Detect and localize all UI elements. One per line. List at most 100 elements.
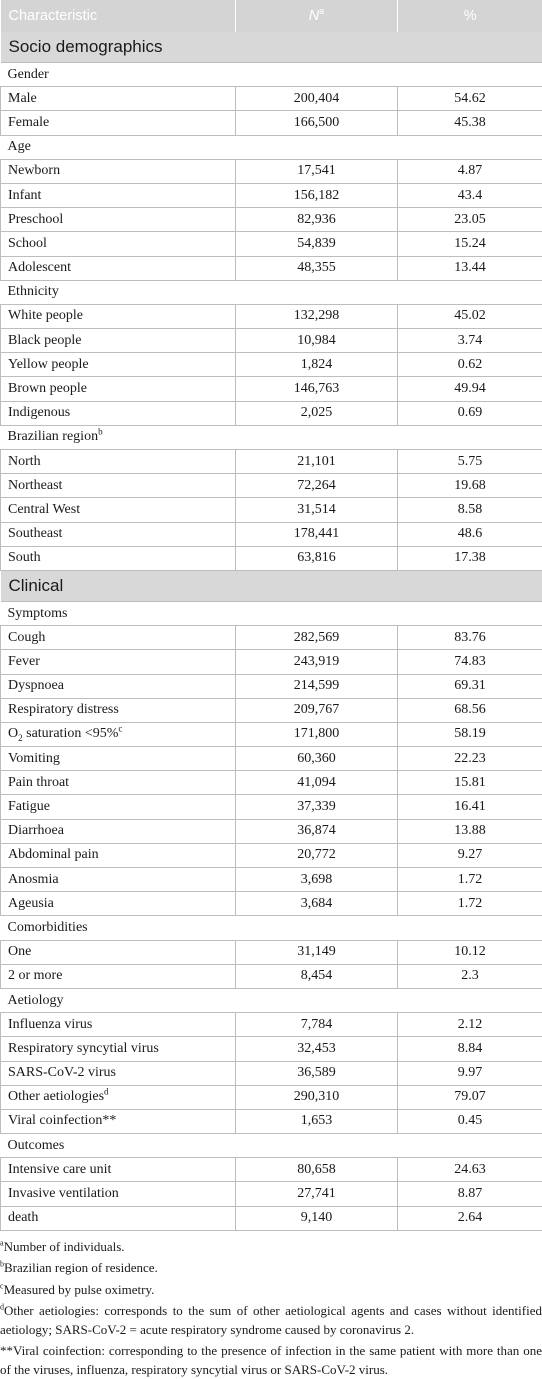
row-n: 54,839 xyxy=(236,232,398,256)
row-n: 171,800 xyxy=(236,722,398,746)
row-pct: 24.63 xyxy=(398,1158,542,1182)
row-n: 36,874 xyxy=(236,819,398,843)
row-label: School xyxy=(1,232,236,256)
footnote-d: dOther aetiologies: corresponds to the s… xyxy=(0,1302,542,1339)
row-label: Anosmia xyxy=(1,868,236,892)
row-label: Vomiting xyxy=(1,747,236,771)
group-row: Brazilian regionb xyxy=(1,425,542,449)
row-pct: 8.84 xyxy=(398,1037,542,1061)
row-pct: 2.12 xyxy=(398,1013,542,1037)
row-n: 1,653 xyxy=(236,1109,398,1133)
row-pct: 45.38 xyxy=(398,111,542,135)
row-pct: 8.87 xyxy=(398,1182,542,1206)
footnote-b: bBrazilian region of residence. xyxy=(0,1259,542,1278)
row-label: White people xyxy=(1,304,236,328)
group-row: Outcomes xyxy=(1,1134,542,1158)
row-pct: 2.64 xyxy=(398,1206,542,1230)
row-label: O2 saturation <95%c xyxy=(1,722,236,746)
row-label: 2 or more xyxy=(1,964,236,988)
row-n: 3,698 xyxy=(236,868,398,892)
row-n: 156,182 xyxy=(236,183,398,207)
header-percent: % xyxy=(398,0,542,32)
row-n: 214,599 xyxy=(236,674,398,698)
row-n: 20,772 xyxy=(236,843,398,867)
row-n: 282,569 xyxy=(236,626,398,650)
group-row: Symptoms xyxy=(1,601,542,625)
row-label: Abdominal pain xyxy=(1,843,236,867)
row-pct: 3.74 xyxy=(398,329,542,353)
row-label: Central West xyxy=(1,498,236,522)
row-pct: 48.6 xyxy=(398,522,542,546)
row-label: Southeast xyxy=(1,522,236,546)
row-pct: 16.41 xyxy=(398,795,542,819)
row-n: 9,140 xyxy=(236,1206,398,1230)
row-pct: 0.45 xyxy=(398,1109,542,1133)
section-socio-demographics: Socio demographics xyxy=(1,32,542,63)
row-label: South xyxy=(1,546,236,570)
footnote-c: cMeasured by pulse oximetry. xyxy=(0,1281,542,1300)
row-pct: 0.69 xyxy=(398,401,542,425)
row-n: 209,767 xyxy=(236,698,398,722)
row-label: Fatigue xyxy=(1,795,236,819)
row-label: Preschool xyxy=(1,208,236,232)
row-pct: 17.38 xyxy=(398,546,542,570)
row-n: 8,454 xyxy=(236,964,398,988)
row-n: 36,589 xyxy=(236,1061,398,1085)
row-label: Diarrhoea xyxy=(1,819,236,843)
row-label: Yellow people xyxy=(1,353,236,377)
row-label: Fever xyxy=(1,650,236,674)
row-pct: 15.81 xyxy=(398,771,542,795)
row-label: Influenza virus xyxy=(1,1013,236,1037)
row-n: 72,264 xyxy=(236,474,398,498)
group-comorbidities: Comorbidities xyxy=(1,916,542,940)
row-label: Respiratory syncytial virus xyxy=(1,1037,236,1061)
row-label: Viral coinfection** xyxy=(1,1109,236,1133)
group-ethnicity: Ethnicity xyxy=(1,280,542,304)
row-n: 17,541 xyxy=(236,159,398,183)
row-n: 63,816 xyxy=(236,546,398,570)
row-n: 31,514 xyxy=(236,498,398,522)
row-label: Respiratory distress xyxy=(1,698,236,722)
row-label: Pain throat xyxy=(1,771,236,795)
row-n: 7,784 xyxy=(236,1013,398,1037)
row-n: 41,094 xyxy=(236,771,398,795)
row-n: 32,453 xyxy=(236,1037,398,1061)
row-pct: 10.12 xyxy=(398,940,542,964)
row-n: 10,984 xyxy=(236,329,398,353)
group-outcomes: Outcomes xyxy=(1,1134,542,1158)
row-label: Dyspnoea xyxy=(1,674,236,698)
row-n: 290,310 xyxy=(236,1085,398,1109)
row-n: 178,441 xyxy=(236,522,398,546)
row-pct: 9.27 xyxy=(398,843,542,867)
row-label: Female xyxy=(1,111,236,135)
row-pct: 9.97 xyxy=(398,1061,542,1085)
row-n: 27,741 xyxy=(236,1182,398,1206)
row-pct: 69.31 xyxy=(398,674,542,698)
row-label: Male xyxy=(1,87,236,111)
row-pct: 0.62 xyxy=(398,353,542,377)
header-n: Na xyxy=(236,0,398,32)
row-pct: 83.76 xyxy=(398,626,542,650)
row-n: 82,936 xyxy=(236,208,398,232)
group-row: Aetiology xyxy=(1,988,542,1012)
row-n: 3,684 xyxy=(236,892,398,916)
row-n: 60,360 xyxy=(236,747,398,771)
group-row: Comorbidities xyxy=(1,916,542,940)
